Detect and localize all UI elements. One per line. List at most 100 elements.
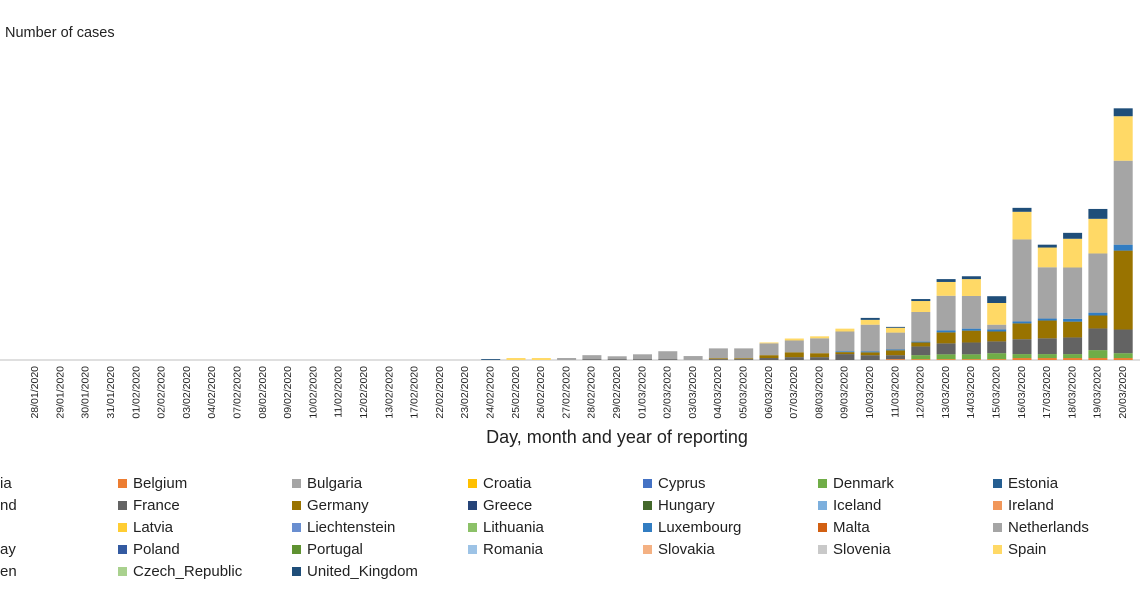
bar-segment [1113,244,1133,251]
bar-segment [961,328,981,331]
bar-segment [1088,328,1108,351]
bar-segment [1113,353,1133,359]
x-tick-label: 20/03/2020 [1117,366,1129,419]
legend-label: Romania [483,541,544,558]
x-tick-label: 03/02/2020 [181,366,193,419]
bar-segment [1088,312,1108,316]
x-tick-label: 18/03/2020 [1066,366,1078,419]
bar-segment [860,317,880,320]
bar-segment [557,358,577,360]
bar-segment [607,359,627,360]
legend-label: United_Kingdom [307,563,418,580]
x-tick-label: 16/03/2020 [1016,366,1028,419]
x-tick-label: 27/02/2020 [560,366,572,419]
legend-label: Slovakia [658,541,715,558]
x-tick-label: 11/03/2020 [889,366,901,418]
legend-swatch [993,501,1002,510]
bar-segment [759,342,779,344]
bar-segment [961,276,981,280]
x-tick-label: 13/03/2020 [940,366,952,419]
x-tick-label: 01/02/2020 [130,366,142,419]
x-tick-label: 17/02/2020 [409,366,421,419]
legend-label: Belgium [133,475,187,492]
legend-swatch [818,545,827,554]
bar-segment [1063,337,1083,355]
bar-segment [911,359,931,360]
bar-segment [1037,354,1057,359]
bar-segment [810,338,830,354]
x-tick-label: 26/02/2020 [535,366,547,419]
legend-label: France [133,497,180,514]
bar-segment [1012,339,1032,355]
bar-segment [784,357,804,360]
bar-segment [1063,232,1083,239]
bar-segment [936,330,956,333]
legend-label: Bulgaria [307,475,363,492]
bar-segment [886,327,905,333]
bar-segment [784,352,804,358]
bar-segment [835,331,855,352]
legend-swatch [468,479,477,488]
bar-segment [582,355,602,360]
bar-segment [1088,208,1108,219]
bar-segment [936,281,956,296]
bar-segment [784,338,804,341]
bar-segment [936,343,956,355]
bar-segment [835,354,855,360]
bar-segment [1113,250,1133,330]
bar-segment [633,359,652,360]
bar-segment [1063,318,1083,322]
bar-segment [506,358,526,360]
legend-label: Hungary [658,497,715,514]
bar-segment [658,359,678,360]
bar-segment [911,355,931,360]
legend-swatch [118,545,127,554]
x-tick-label: 24/02/2020 [484,366,496,419]
legend-label: Poland [133,541,180,558]
bar-segment [1037,247,1057,268]
legend-label: Czech_Republic [133,563,243,580]
legend-label: Lithuania [483,519,545,536]
bar-segment [708,348,728,359]
bar-segment [1012,211,1032,240]
x-tick-label: 09/02/2020 [282,366,294,419]
x-tick-label: 02/03/2020 [662,366,674,419]
x-tick-label: 17/03/2020 [1041,366,1053,419]
legend-swatch [292,501,301,510]
x-tick-label: 22/02/2020 [434,366,446,419]
legend-swatch [993,545,1002,554]
bar-segment [1012,207,1032,212]
x-tick-label: 15/03/2020 [990,366,1002,419]
legend-swatch [118,567,127,576]
bar-segment [886,359,905,360]
bar-segment [835,351,855,353]
x-tick-label: 31/01/2020 [105,366,117,419]
bar-segment [1063,354,1083,359]
bar-segment [1063,238,1083,268]
bar-segment [1037,338,1057,355]
bar-segment [987,359,1007,360]
x-tick-label: 07/02/2020 [231,366,243,419]
legend-swatch [818,501,827,510]
bar-segment [987,353,1007,360]
bar-segment [860,351,880,353]
bar-segment [582,359,602,360]
bar-segment [607,356,627,360]
bar-segment [1012,239,1032,322]
legend-label: Croatia [483,475,532,492]
bar-segment [911,342,931,347]
bar-segment [886,349,905,351]
legend-swatch [468,523,477,532]
bar-segment [961,354,981,360]
bar-segment [708,359,728,360]
x-tick-label: 10/03/2020 [864,366,876,419]
bar-segment [759,355,779,359]
bar-segment [1037,358,1057,360]
x-tick-label: 25/02/2020 [510,366,522,419]
bar-segment [961,295,981,329]
legend-swatch [118,479,127,488]
bar-segment [1088,253,1108,313]
bar-segment [961,359,981,360]
legend-label: Germany [307,497,369,514]
bar-segment [1088,218,1108,254]
